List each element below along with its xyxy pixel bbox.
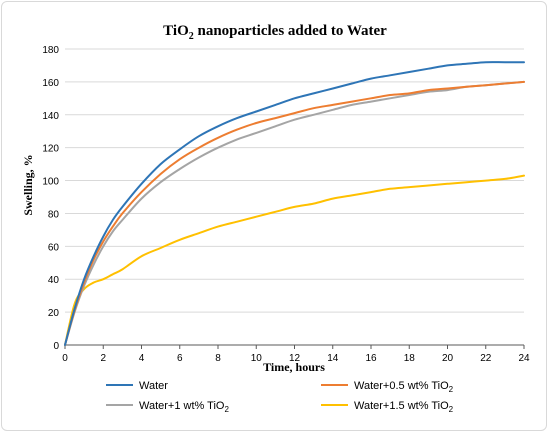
- y-tick-label: 120: [42, 144, 59, 155]
- gridlines: [65, 48, 524, 313]
- chart-title-subscript: 2: [189, 31, 194, 42]
- x-tick-label: 10: [251, 353, 263, 364]
- x-tick-label: 12: [289, 353, 301, 364]
- x-tick-label: 16: [365, 353, 377, 364]
- x-tick-label: 4: [139, 353, 145, 364]
- chart-title-main: TiO: [163, 23, 189, 39]
- x-tick-label: 2: [100, 353, 106, 364]
- series-line-water: [64, 61, 525, 346]
- x-tick-label: 8: [215, 353, 221, 364]
- x-tick-label: 22: [480, 353, 492, 364]
- chart-title-rest: nanoparticles added to Water: [194, 23, 387, 39]
- legend-label-subscript: 2: [449, 405, 454, 414]
- legend-label-main: Water: [139, 380, 168, 392]
- x-tick-label: 18: [404, 353, 416, 364]
- y-tick-label: 180: [42, 45, 59, 56]
- legend-entry: Water+1.5 wt% TiO2: [321, 400, 454, 414]
- legend-label: Water: [139, 380, 168, 392]
- y-tick-label: 100: [42, 177, 59, 188]
- x-tick-label: 20: [442, 353, 454, 364]
- x-axis-label: Time, hours: [263, 360, 325, 374]
- y-tick-label: 160: [42, 78, 59, 89]
- y-tick-labels: 0 20 40 60 80 100 120 140 160 180: [42, 45, 59, 352]
- series-lines: [64, 61, 525, 346]
- y-tick-label: 0: [53, 341, 59, 352]
- legend-label: Water+1.5 wt% TiO2: [354, 400, 454, 414]
- series-line-water-1-wt-tio2: [64, 80, 525, 346]
- y-tick-label: 60: [48, 242, 60, 253]
- x-tick-label: 24: [518, 353, 530, 364]
- legend-label-subscript: 2: [449, 385, 454, 394]
- y-tick-label: 20: [48, 308, 60, 319]
- legend-label-subscript: 2: [224, 405, 229, 414]
- y-tick-label: 40: [48, 275, 60, 286]
- series-line-water-1-5-wt-tio2: [64, 174, 525, 346]
- series-line-water-0-5-wt-tio2: [64, 80, 525, 346]
- legend-label: Water+1 wt% TiO2: [139, 400, 229, 414]
- x-tick-label: 14: [327, 353, 339, 364]
- legend-entry: Water+0.5 wt% TiO2: [321, 380, 454, 394]
- chart-title: TiO2 nanoparticles added to Water: [163, 23, 387, 42]
- x-tick-label: 0: [62, 353, 68, 364]
- legend-label-main: Water+1 wt% TiO: [139, 400, 225, 412]
- axes: [64, 344, 525, 349]
- legend-entry: Water+1 wt% TiO2: [106, 400, 229, 414]
- legend-label: Water+0.5 wt% TiO2: [354, 380, 454, 394]
- x-tick-labels: 0 2 4 6 8 10 12 14 16 18 20 22 24: [62, 353, 530, 364]
- y-axis-label: Swelling, %: [21, 154, 35, 215]
- legend-label-main: Water+1.5 wt% TiO: [354, 400, 449, 412]
- y-tick-label: 140: [42, 111, 59, 122]
- x-tick-label: 6: [177, 353, 183, 364]
- y-tick-label: 80: [48, 209, 60, 220]
- legend-entry: Water: [106, 380, 168, 392]
- legend-label-main: Water+0.5 wt% TiO: [354, 380, 449, 392]
